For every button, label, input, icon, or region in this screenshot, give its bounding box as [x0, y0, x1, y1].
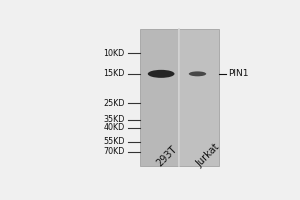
Bar	[140, 29, 179, 166]
Text: 293T: 293T	[155, 144, 179, 169]
Text: 55KD: 55KD	[103, 137, 125, 146]
Text: 70KD: 70KD	[103, 147, 125, 156]
Text: Jurkat: Jurkat	[194, 142, 222, 169]
Ellipse shape	[148, 70, 175, 78]
Text: 25KD: 25KD	[103, 99, 125, 108]
Text: 35KD: 35KD	[103, 115, 125, 124]
Text: 40KD: 40KD	[103, 123, 125, 132]
Text: 10KD: 10KD	[103, 49, 125, 58]
Text: 15KD: 15KD	[103, 69, 125, 78]
Ellipse shape	[189, 71, 206, 76]
Text: PIN1: PIN1	[228, 69, 249, 78]
Bar	[179, 29, 219, 166]
